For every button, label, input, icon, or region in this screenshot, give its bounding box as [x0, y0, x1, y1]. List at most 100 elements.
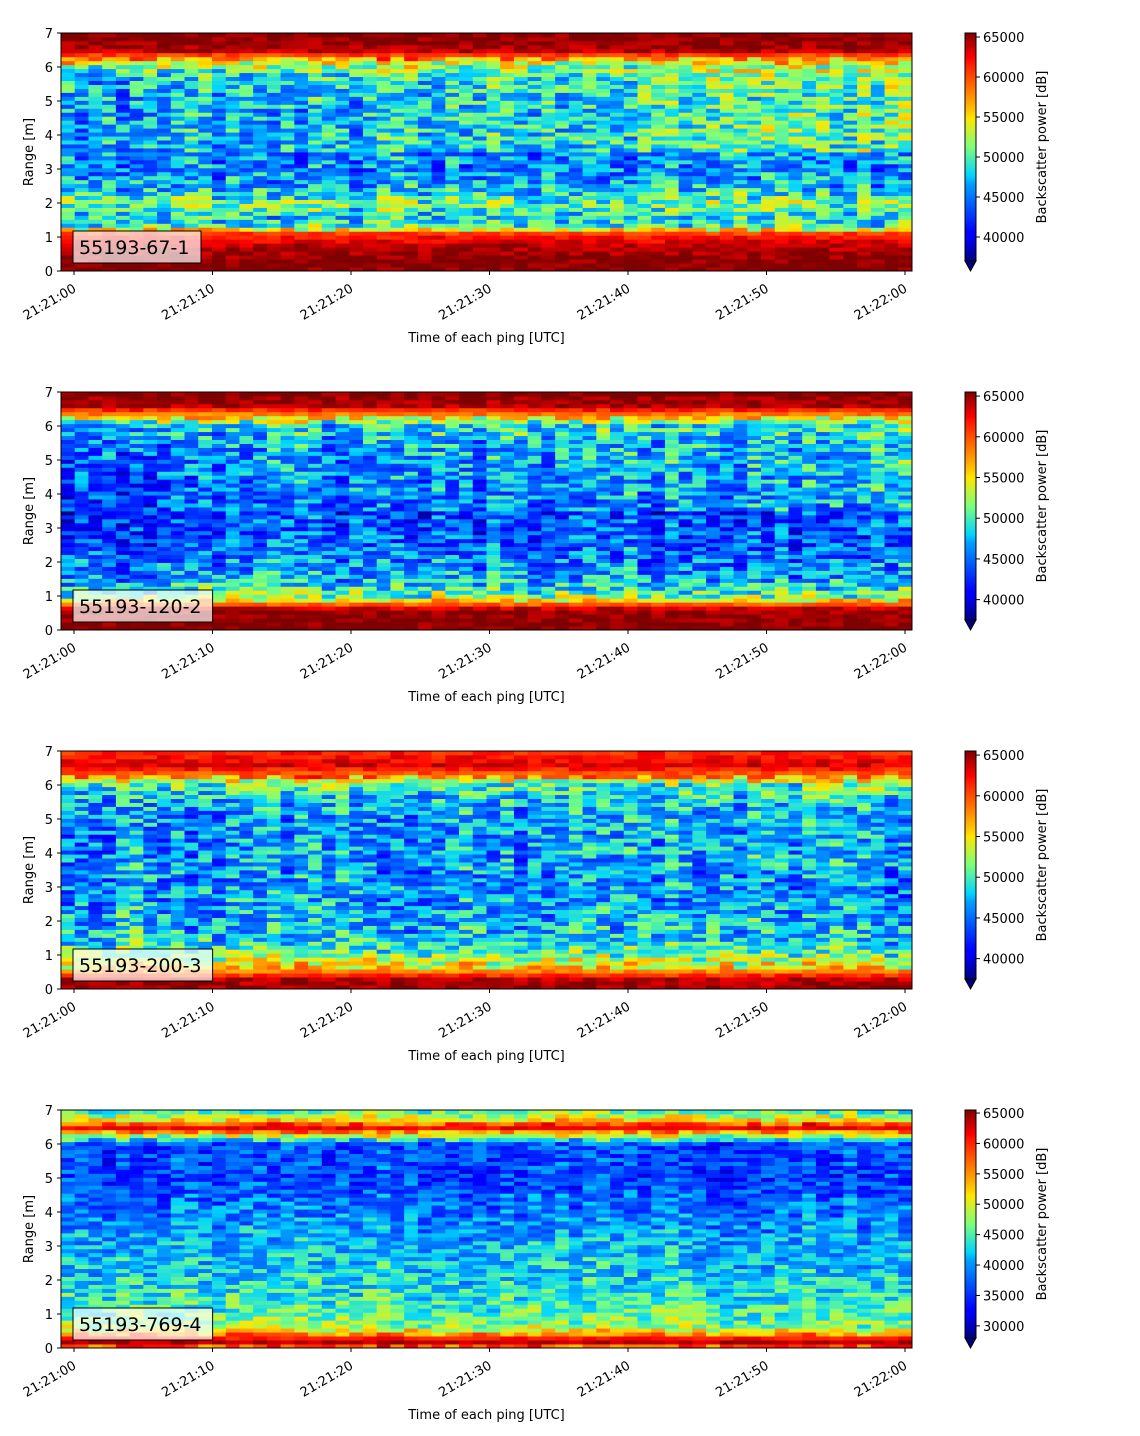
heatmap-cell — [706, 148, 721, 153]
heatmap-cell — [390, 163, 405, 169]
heatmap-cell — [596, 243, 611, 248]
heatmap-cell — [266, 546, 282, 552]
heatmap-cell — [294, 211, 309, 216]
heatmap-cell — [637, 33, 652, 38]
heatmap-cell — [253, 507, 268, 512]
heatmap-cell — [664, 96, 680, 101]
heatmap-cell — [211, 431, 227, 437]
heatmap-cell — [170, 120, 185, 125]
heatmap-cell — [472, 136, 487, 141]
heatmap-cell — [211, 163, 227, 169]
heatmap-cell — [225, 578, 240, 583]
heatmap-cell — [198, 566, 213, 571]
heatmap-cell — [280, 171, 295, 177]
heatmap-cell — [211, 546, 227, 552]
heatmap-cell — [129, 411, 144, 417]
heatmap-cell — [541, 152, 556, 157]
heatmap-cell — [870, 179, 885, 185]
heatmap-cell — [719, 163, 734, 169]
heatmap-cell — [335, 251, 350, 256]
heatmap-cell — [294, 171, 309, 177]
heatmap-cell — [225, 626, 240, 631]
heatmap-cell — [170, 467, 185, 472]
heatmap-cell — [294, 155, 309, 161]
heatmap-cell — [870, 64, 885, 70]
heatmap-cell — [129, 44, 144, 50]
heatmap-cell — [678, 148, 693, 153]
heatmap-cell — [774, 227, 789, 232]
heatmap-cell — [637, 227, 652, 232]
heatmap-cell — [404, 263, 419, 268]
heatmap-cell — [829, 48, 844, 54]
heatmap-cell — [102, 72, 117, 78]
heatmap-cell — [321, 570, 336, 575]
heatmap-cell — [74, 514, 89, 520]
heatmap-cell — [280, 68, 295, 74]
heatmap-cell — [596, 251, 611, 256]
heatmap-cell — [870, 259, 885, 264]
heatmap-cell — [541, 267, 556, 272]
heatmap-cell — [637, 251, 652, 256]
heatmap-cell — [459, 227, 474, 232]
heatmap-cell — [527, 171, 542, 177]
heatmap-cell — [102, 419, 117, 425]
heatmap-cell — [88, 40, 103, 46]
heatmap-cell — [843, 120, 858, 125]
heatmap-cell — [870, 207, 885, 212]
heatmap-cell — [280, 594, 295, 599]
heatmap-cell — [129, 195, 144, 200]
heatmap-cell — [349, 33, 364, 38]
heatmap-cell — [211, 159, 227, 165]
heatmap-cell — [61, 152, 76, 157]
heatmap-cell — [582, 112, 597, 117]
heatmap-cell — [417, 239, 432, 244]
heatmap-cell — [308, 104, 323, 109]
heatmap-cell — [143, 52, 158, 58]
heatmap-cell — [61, 100, 76, 105]
heatmap-cell — [184, 487, 199, 492]
heatmap-cell — [129, 586, 144, 591]
heatmap-cell — [719, 144, 734, 149]
heatmap-cell — [308, 215, 323, 220]
heatmap-cell — [692, 136, 707, 141]
heatmap-cell — [211, 140, 227, 145]
heatmap-cell — [431, 52, 446, 58]
heatmap-cell — [184, 267, 199, 272]
heatmap-cell — [829, 215, 844, 220]
heatmap-cell — [815, 76, 831, 81]
heatmap-cell — [733, 239, 748, 244]
heatmap-cell — [157, 534, 172, 540]
heatmap-cell — [802, 144, 817, 149]
heatmap-cell — [211, 195, 227, 200]
heatmap-cell — [198, 558, 213, 563]
heatmap-cell — [802, 44, 817, 50]
heatmap-cell — [266, 211, 282, 216]
heatmap-cell — [61, 44, 76, 50]
heatmap-cell — [596, 132, 611, 137]
heatmap-cell — [321, 255, 336, 260]
colorbar-label: Backscatter power [dB] — [1035, 71, 1050, 224]
heatmap-cell — [280, 179, 295, 185]
heatmap-cell — [335, 155, 350, 161]
heatmap-cell — [321, 207, 336, 212]
heatmap-cell — [198, 574, 213, 579]
heatmap-cell — [266, 582, 282, 587]
heatmap-cell — [321, 463, 336, 468]
heatmap-cell — [321, 199, 336, 204]
heatmap-cell — [596, 171, 611, 177]
heatmap-cell — [513, 155, 529, 161]
heatmap-cell — [88, 475, 103, 480]
heatmap-cell — [170, 403, 185, 409]
heatmap-cell — [198, 159, 213, 165]
heatmap-cell — [404, 116, 419, 121]
heatmap-cell — [678, 163, 693, 169]
heatmap-cell — [225, 415, 240, 421]
heatmap-cell — [568, 92, 583, 97]
heatmap-cell — [225, 247, 240, 252]
heatmap-cell — [376, 84, 391, 89]
heatmap-cell — [637, 96, 652, 101]
heatmap-cell — [61, 598, 76, 603]
heatmap-cell — [349, 207, 364, 212]
heatmap-cell — [637, 199, 652, 204]
heatmap-cell — [239, 179, 254, 185]
